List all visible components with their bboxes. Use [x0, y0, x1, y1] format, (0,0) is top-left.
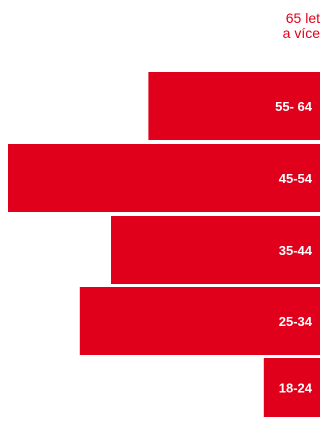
bar-label-3: 35-44 — [279, 243, 313, 258]
bar-3 — [111, 216, 320, 284]
bar-label-5: 18-24 — [279, 381, 313, 396]
bar-4 — [79, 287, 320, 355]
bar-2 — [8, 144, 320, 212]
bar-label-1: 55- 64 — [275, 99, 313, 114]
bar-label-2: 45-54 — [279, 171, 313, 186]
bar-label-4: 25-34 — [279, 314, 313, 329]
category-label-65-plus: 65 let a více — [282, 10, 320, 41]
bar-1 — [148, 72, 320, 140]
bar-5 — [263, 358, 320, 417]
